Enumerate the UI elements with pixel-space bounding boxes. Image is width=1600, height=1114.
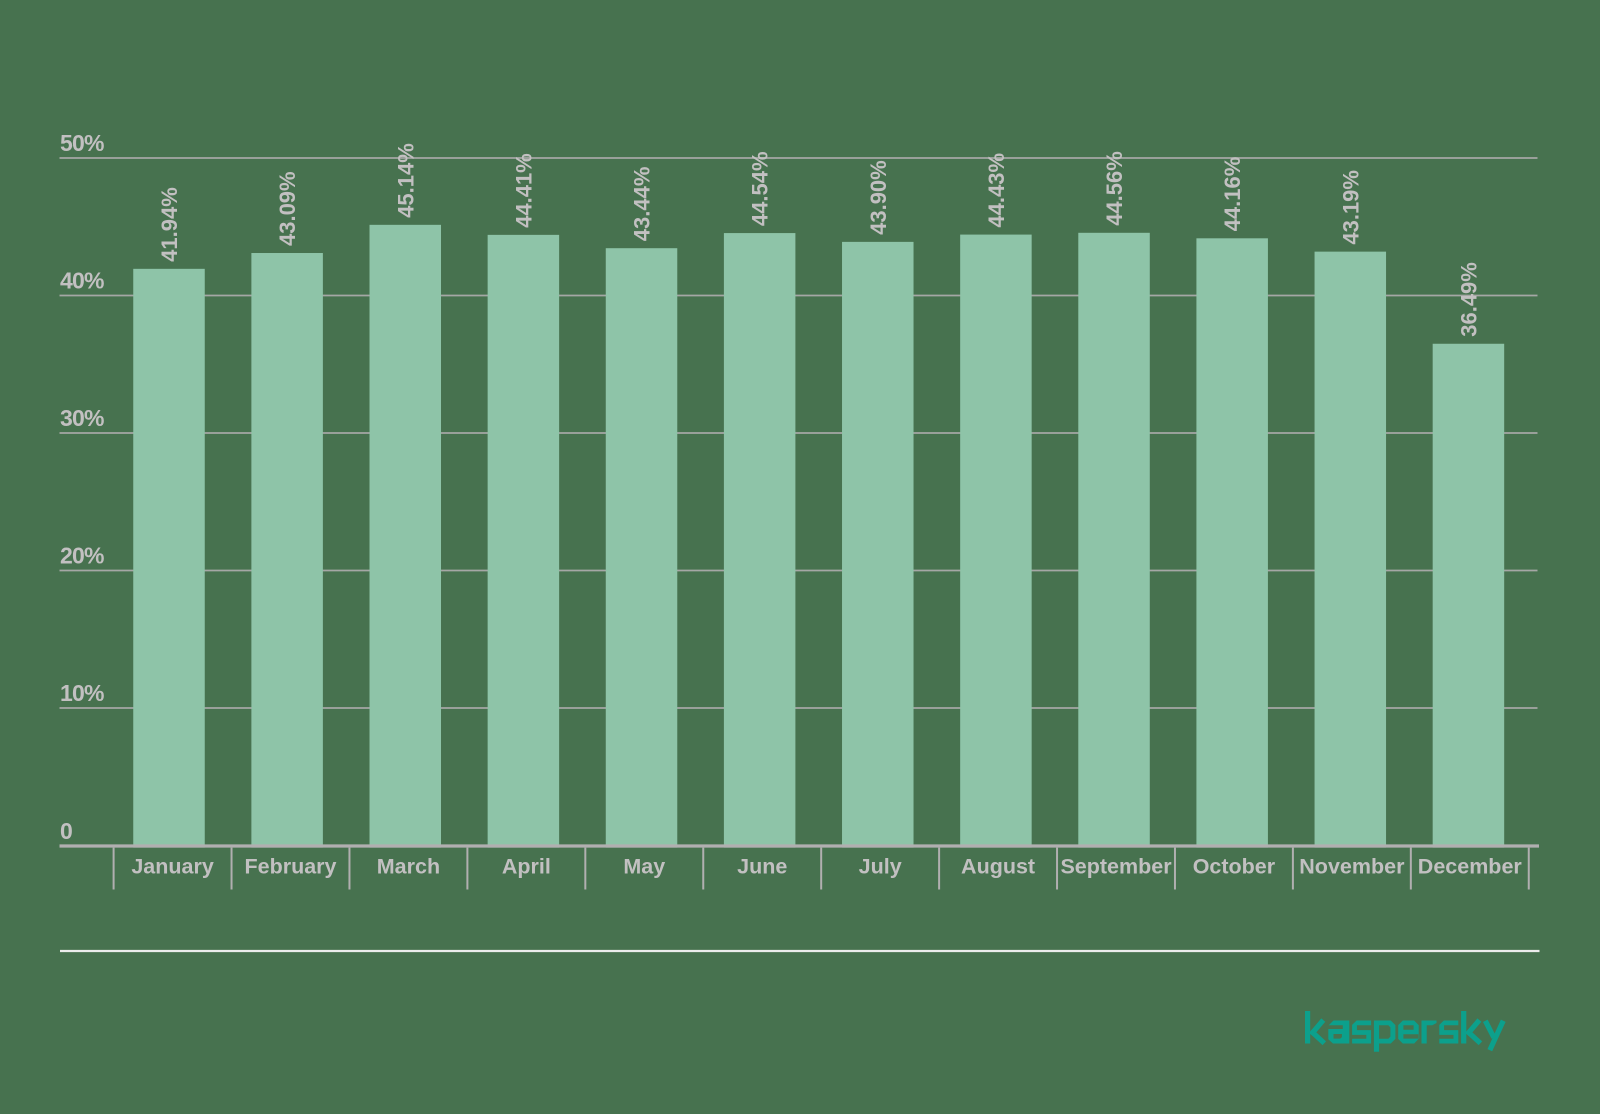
svg-text:43.44%: 43.44% (630, 167, 655, 242)
svg-text:October: October (1193, 855, 1276, 879)
svg-text:November: November (1299, 855, 1405, 879)
svg-text:36.49%: 36.49% (1456, 262, 1481, 337)
svg-text:44.43%: 44.43% (984, 153, 1009, 228)
svg-text:10%: 10% (60, 680, 104, 706)
svg-text:May: May (623, 855, 665, 879)
svg-text:September: September (1060, 855, 1172, 879)
svg-text:0: 0 (60, 818, 72, 844)
svg-text:44.56%: 44.56% (1102, 151, 1127, 226)
svg-text:44.16%: 44.16% (1220, 157, 1245, 232)
svg-text:July: July (859, 855, 902, 879)
svg-text:43.09%: 43.09% (275, 171, 300, 246)
svg-text:March: March (377, 855, 440, 879)
svg-text:50%: 50% (60, 130, 104, 156)
svg-text:June: June (737, 855, 787, 879)
svg-text:41.94%: 41.94% (157, 187, 182, 262)
svg-text:43.19%: 43.19% (1338, 170, 1363, 245)
svg-text:August: August (961, 855, 1035, 879)
svg-text:45.14%: 45.14% (393, 143, 418, 218)
svg-text:44.54%: 44.54% (748, 151, 773, 226)
svg-text:40%: 40% (60, 268, 104, 294)
svg-text:February: February (244, 855, 336, 879)
svg-text:30%: 30% (60, 405, 104, 431)
svg-text:20%: 20% (60, 543, 104, 569)
svg-text:December: December (1418, 855, 1523, 879)
svg-text:April: April (502, 855, 551, 879)
svg-text:44.41%: 44.41% (511, 153, 536, 228)
svg-text:January: January (131, 855, 214, 879)
svg-text:43.90%: 43.90% (866, 160, 891, 235)
